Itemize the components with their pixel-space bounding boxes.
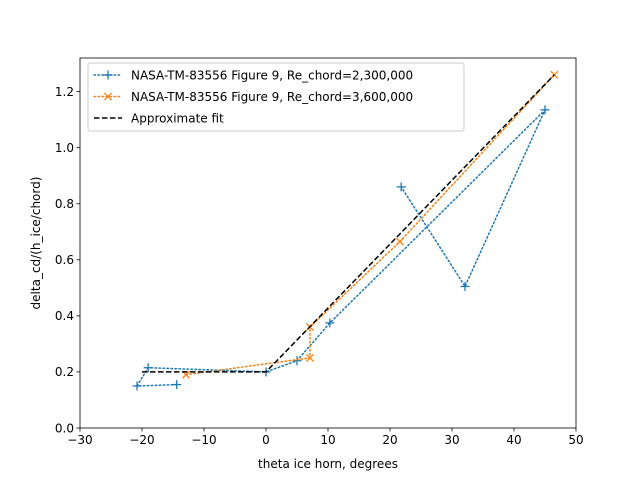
y-tick-label: 0.8 (55, 197, 74, 211)
y-tick-label: 0.0 (55, 421, 74, 435)
legend-entry-0: NASA-TM-83556 Figure 9, Re_chord=2,300,0… (93, 68, 413, 82)
legend-label: NASA-TM-83556 Figure 9, Re_chord=2,300,0… (131, 68, 413, 82)
legend-marker (103, 92, 113, 101)
y-tick-label: 1.0 (55, 141, 74, 155)
plot-area (132, 70, 559, 391)
y-axis-label: delta_cd/(h_ice/chord) (29, 177, 43, 310)
x-tick-label: 20 (382, 433, 397, 447)
y-tick-label: 0.6 (55, 253, 74, 267)
y-tick-label: 1.2 (55, 85, 74, 99)
data-point-marker (540, 105, 550, 115)
legend-box (87, 62, 465, 132)
x-tick-label: 40 (506, 433, 521, 447)
legend-marker (103, 70, 113, 80)
data-point-marker (325, 318, 335, 328)
axes: −30 −20 −10 0 10 20 30 40 50 0.0 0.2 0.4 0.6 0.8 1.0 1.… (55, 57, 584, 447)
legend: NASA-TM-83556 Figure 9, Re_chord=2,300,0… (87, 62, 465, 132)
y-tick-label: 0.4 (55, 309, 74, 323)
legend-entry-2: Approximate fit (94, 111, 224, 125)
data-point-marker (305, 353, 315, 362)
x-tick-label: −20 (129, 433, 154, 447)
x-tick-label: −30 (67, 433, 92, 447)
data-point-marker (143, 363, 153, 373)
data-point-marker (395, 237, 404, 246)
data-point-marker (460, 281, 470, 291)
legend-entry-1: NASA-TM-83556 Figure 9, Re_chord=3,600,0… (93, 90, 413, 104)
data-point-marker (132, 381, 142, 391)
y-tick-label: 0.2 (55, 365, 74, 379)
x-tick-label: 0 (262, 433, 270, 447)
series-line (142, 74, 555, 373)
x-tick-label: 50 (568, 433, 583, 447)
data-point-marker (396, 182, 406, 192)
x-axis-label: theta ice horn, degrees (258, 457, 398, 471)
legend-label: Approximate fit (131, 111, 224, 125)
x-tick-label: 30 (444, 433, 459, 447)
x-tick-label: 10 (320, 433, 335, 447)
data-point-marker (172, 380, 182, 390)
x-tick-label: −10 (191, 433, 216, 447)
series-2 (142, 74, 555, 373)
legend-label: NASA-TM-83556 Figure 9, Re_chord=3,600,0… (131, 90, 413, 104)
